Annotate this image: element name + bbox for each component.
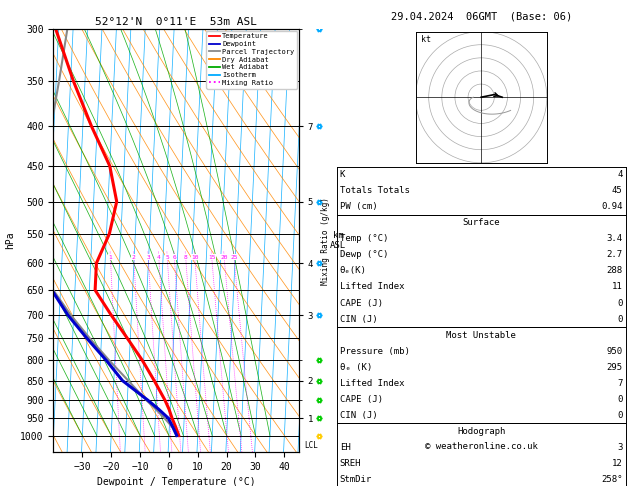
Text: 3.4: 3.4 — [606, 234, 623, 243]
Text: Hodograph: Hodograph — [457, 427, 505, 436]
Y-axis label: km
ASL: km ASL — [330, 231, 346, 250]
Text: Most Unstable: Most Unstable — [446, 330, 516, 340]
Text: 1: 1 — [109, 255, 113, 260]
Y-axis label: hPa: hPa — [4, 232, 14, 249]
Text: 0: 0 — [617, 411, 623, 420]
Text: 29.04.2024  06GMT  (Base: 06): 29.04.2024 06GMT (Base: 06) — [391, 12, 572, 22]
Text: 45: 45 — [612, 186, 623, 195]
Text: 5: 5 — [165, 255, 169, 260]
Text: Dewp (°C): Dewp (°C) — [340, 250, 388, 260]
Text: EH: EH — [340, 443, 350, 452]
Text: 0: 0 — [617, 298, 623, 308]
Text: 25: 25 — [230, 255, 238, 260]
Text: Totals Totals: Totals Totals — [340, 186, 409, 195]
Text: θₑ (K): θₑ (K) — [340, 363, 372, 372]
Text: 4: 4 — [617, 170, 623, 179]
Text: 0.94: 0.94 — [601, 202, 623, 211]
Text: 295: 295 — [606, 363, 623, 372]
Text: 258°: 258° — [601, 475, 623, 484]
X-axis label: Dewpoint / Temperature (°C): Dewpoint / Temperature (°C) — [97, 477, 255, 486]
Text: θₑ(K): θₑ(K) — [340, 266, 367, 276]
Text: StmDir: StmDir — [340, 475, 372, 484]
Text: 0: 0 — [617, 314, 623, 324]
Text: 8: 8 — [184, 255, 187, 260]
Text: 3: 3 — [147, 255, 150, 260]
Text: 20: 20 — [220, 255, 228, 260]
Text: 15: 15 — [208, 255, 216, 260]
Text: © weatheronline.co.uk: © weatheronline.co.uk — [425, 442, 538, 451]
Text: CIN (J): CIN (J) — [340, 411, 377, 420]
Text: 11: 11 — [612, 282, 623, 292]
Text: Surface: Surface — [462, 218, 500, 227]
Text: 7: 7 — [617, 379, 623, 388]
Text: Lifted Index: Lifted Index — [340, 379, 404, 388]
Title: 52°12'N  0°11'E  53m ASL: 52°12'N 0°11'E 53m ASL — [95, 17, 257, 27]
Text: Pressure (mb): Pressure (mb) — [340, 347, 409, 356]
Text: 950: 950 — [606, 347, 623, 356]
Text: PW (cm): PW (cm) — [340, 202, 377, 211]
Text: K: K — [340, 170, 345, 179]
Legend: Temperature, Dewpoint, Parcel Trajectory, Dry Adiabat, Wet Adiabat, Isotherm, Mi: Temperature, Dewpoint, Parcel Trajectory… — [206, 31, 298, 88]
Text: Temp (°C): Temp (°C) — [340, 234, 388, 243]
Text: 4: 4 — [157, 255, 160, 260]
Text: 10: 10 — [191, 255, 199, 260]
Text: 2: 2 — [132, 255, 136, 260]
Text: Mixing Ratio (g/kg): Mixing Ratio (g/kg) — [321, 197, 330, 284]
Text: CIN (J): CIN (J) — [340, 314, 377, 324]
Text: 12: 12 — [612, 459, 623, 468]
Text: LCL: LCL — [304, 440, 318, 450]
Text: 3: 3 — [617, 443, 623, 452]
Text: Lifted Index: Lifted Index — [340, 282, 404, 292]
Text: SREH: SREH — [340, 459, 361, 468]
Text: kt: kt — [421, 35, 431, 44]
Text: 2.7: 2.7 — [606, 250, 623, 260]
Text: 288: 288 — [606, 266, 623, 276]
Text: CAPE (J): CAPE (J) — [340, 395, 382, 404]
Text: 0: 0 — [617, 395, 623, 404]
Text: CAPE (J): CAPE (J) — [340, 298, 382, 308]
Text: 6: 6 — [172, 255, 176, 260]
